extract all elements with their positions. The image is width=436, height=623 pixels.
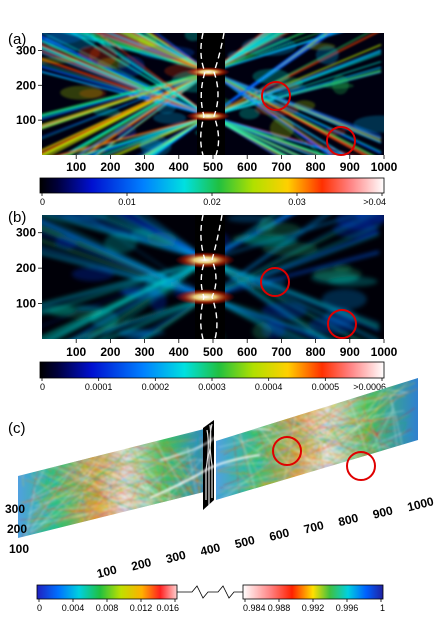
x-tick-label: 800 [337, 511, 360, 530]
x-tick-label: 900 [371, 503, 394, 522]
colorbar-tick-label: 0 [40, 197, 45, 207]
y-tick-label: 100 [16, 113, 36, 127]
x-tick-label: 200 [100, 160, 120, 174]
colorbar-tick-label: 0.01 [118, 197, 136, 207]
x-tick-label: 300 [135, 345, 155, 359]
x-tick-label: 900 [340, 160, 360, 174]
x-tick-label: 1000 [371, 160, 398, 174]
panel-a-label: (a) [8, 31, 26, 48]
colorbar-tick-label: >0.0006 [353, 382, 386, 392]
colorbar-b [39, 361, 385, 379]
colorbar-tick-label: 0.988 [268, 603, 291, 613]
colorbar-tick-label: 0.984 [243, 603, 266, 613]
x-tick-label: 700 [271, 345, 291, 359]
highlight-circle-a1 [261, 81, 291, 111]
colorbar-tick-label: 0.008 [96, 603, 119, 613]
y-tick-label: 300 [16, 43, 36, 57]
colorbar-tick-label: 0.004 [62, 603, 85, 613]
colorbar-c-high [242, 584, 384, 600]
x-tick-label: 900 [340, 345, 360, 359]
heatmap-a-field [42, 33, 384, 155]
y-tick-label: 300 [16, 226, 36, 240]
x-tick-label: 600 [268, 525, 291, 544]
colorbar-tick-label: 0.992 [302, 603, 325, 613]
x-tick-label: 1000 [406, 494, 436, 514]
panel-c-label: (c) [8, 420, 26, 437]
x-tick-label: 1000 [371, 345, 398, 359]
y-tick-label: 100 [9, 542, 29, 556]
y-tick-label: 200 [16, 78, 36, 92]
x-tick-label: 600 [237, 160, 257, 174]
x-tick-label: 700 [271, 160, 291, 174]
x-tick-label: 800 [306, 160, 326, 174]
colorbar-a [39, 177, 385, 194]
panel-b-label: (b) [8, 209, 26, 226]
y-tick-label: 200 [16, 261, 36, 275]
x-tick-label: 500 [203, 345, 223, 359]
colorbar-c-break [177, 585, 243, 599]
x-tick-label: 700 [302, 518, 325, 537]
highlight-circle-c1 [272, 436, 302, 466]
highlight-circle-b2 [327, 309, 357, 339]
colorbar-tick-label: 0.0002 [142, 382, 170, 392]
x-tick-label: 500 [203, 160, 223, 174]
colorbar-tick-label: 0.012 [130, 603, 153, 613]
colorbar-c-low [36, 584, 178, 600]
colorbar-tick-label: 0.0004 [255, 382, 283, 392]
x-tick-label: 300 [164, 548, 187, 567]
colorbar-tick-label: 0 [37, 603, 42, 613]
x-tick-label: 200 [100, 345, 120, 359]
x-tick-label: 400 [199, 540, 222, 559]
colorbar-tick-label: 0.02 [203, 197, 221, 207]
x-tick-label: 100 [66, 345, 86, 359]
x-tick-label: 100 [95, 562, 118, 581]
y-tick-label: 300 [5, 502, 25, 516]
y-tick-label: 100 [16, 297, 36, 311]
highlight-circle-b1 [260, 267, 290, 297]
x-tick-label: 300 [135, 160, 155, 174]
heatmap-b-field [42, 215, 384, 339]
colorbar-tick-label: 0.0005 [312, 382, 340, 392]
colorbar-tick-label: 0.996 [336, 603, 359, 613]
x-tick-label: 400 [169, 160, 189, 174]
colorbar-tick-label: 0.016 [156, 603, 179, 613]
x-tick-label: 100 [66, 160, 86, 174]
colorbar-tick-label: 0.03 [288, 197, 306, 207]
highlight-circle-c2 [346, 451, 376, 481]
colorbar-tick-label: >0.04 [363, 197, 386, 207]
colorbar-tick-label: 0.0003 [198, 382, 226, 392]
x-tick-label: 600 [237, 345, 257, 359]
colorbar-tick-label: 0 [40, 382, 45, 392]
colorbar-tick-label: 0.0001 [85, 382, 113, 392]
colorbar-tick-label: 1 [380, 603, 385, 613]
x-tick-label: 400 [169, 345, 189, 359]
x-tick-label: 200 [130, 555, 153, 574]
x-tick-label: 800 [306, 345, 326, 359]
highlight-circle-a2 [326, 126, 356, 156]
x-tick-label: 500 [233, 533, 256, 552]
y-tick-label: 200 [7, 522, 27, 536]
